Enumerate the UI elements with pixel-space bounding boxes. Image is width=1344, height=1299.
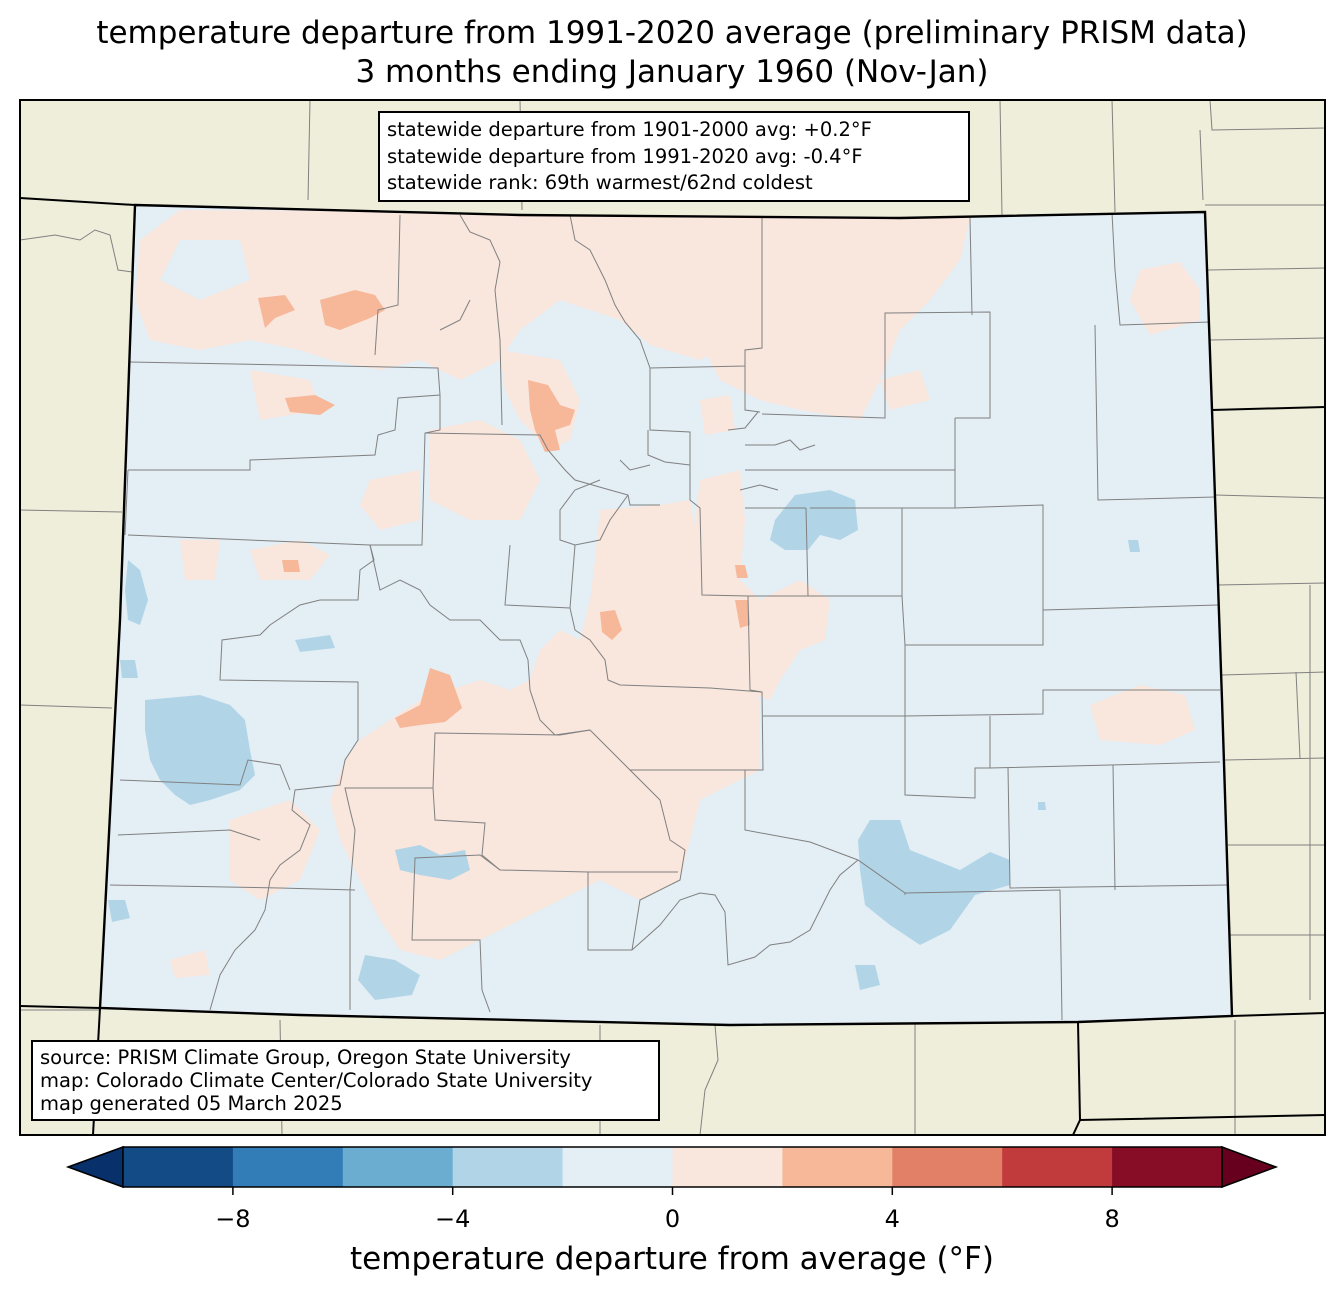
- stats-departure-1901-2000: statewide departure from 1901-2000 avg: …: [387, 118, 872, 141]
- credits-generated: map generated 05 March 2025: [40, 1092, 343, 1115]
- colorbar-label: temperature departure from average (°F): [350, 1241, 994, 1277]
- colorbar-bin-7: [892, 1147, 1003, 1187]
- statewide-stats-box: statewide departure from 1901-2000 avg: …: [378, 111, 970, 202]
- colorbar-bin-0: [123, 1147, 234, 1187]
- colorbar-bin-6: [782, 1147, 893, 1187]
- colorbar-bin-3: [452, 1147, 564, 1187]
- colorbar-tick-label: −8: [215, 1205, 251, 1233]
- credits-source: source: PRISM Climate Group, Oregon Stat…: [40, 1046, 571, 1069]
- colorbar-under-arrow: [65, 1145, 124, 1189]
- colorbar: [65, 1145, 1279, 1195]
- colorbar-over-arrow: [1221, 1145, 1279, 1189]
- colorbar-bin-4: [562, 1147, 673, 1187]
- map-title-line1: temperature departure from 1991-2020 ave…: [96, 15, 1248, 51]
- map-frame: [19, 99, 1326, 1136]
- cool-light-regions: [108, 490, 1140, 1000]
- colorbar-bin-1: [232, 1147, 344, 1187]
- colorado-state-border: [98, 203, 1234, 1027]
- warm-medium-regions: [258, 290, 750, 728]
- warm-light-regions: [135, 210, 1200, 978]
- colorbar-tick-label: 4: [884, 1205, 900, 1233]
- temperature-anomaly-field: [100, 205, 1232, 1025]
- colorbar-tick-label: −4: [434, 1205, 471, 1233]
- credits-map: map: Colorado Climate Center/Colorado St…: [40, 1069, 593, 1092]
- colorbar-tick-label: 8: [1104, 1205, 1120, 1233]
- colorbar-tick-label: 0: [664, 1205, 681, 1233]
- credits-box: source: PRISM Climate Group, Oregon Stat…: [31, 1040, 660, 1121]
- colorbar-bin-2: [342, 1147, 454, 1187]
- stats-departure-1991-2020: statewide departure from 1991-2020 avg: …: [387, 144, 863, 168]
- colorbar-bin-8: [1002, 1147, 1113, 1187]
- map-title-line2: 3 months ending January 1960 (Nov-Jan): [355, 54, 989, 90]
- colorbar-bin-9: [1112, 1147, 1223, 1187]
- colorbar-bin-5: [672, 1147, 783, 1187]
- county-lines: [109, 212, 1231, 1021]
- stats-rank: statewide rank: 69th warmest/62nd coldes…: [387, 171, 813, 194]
